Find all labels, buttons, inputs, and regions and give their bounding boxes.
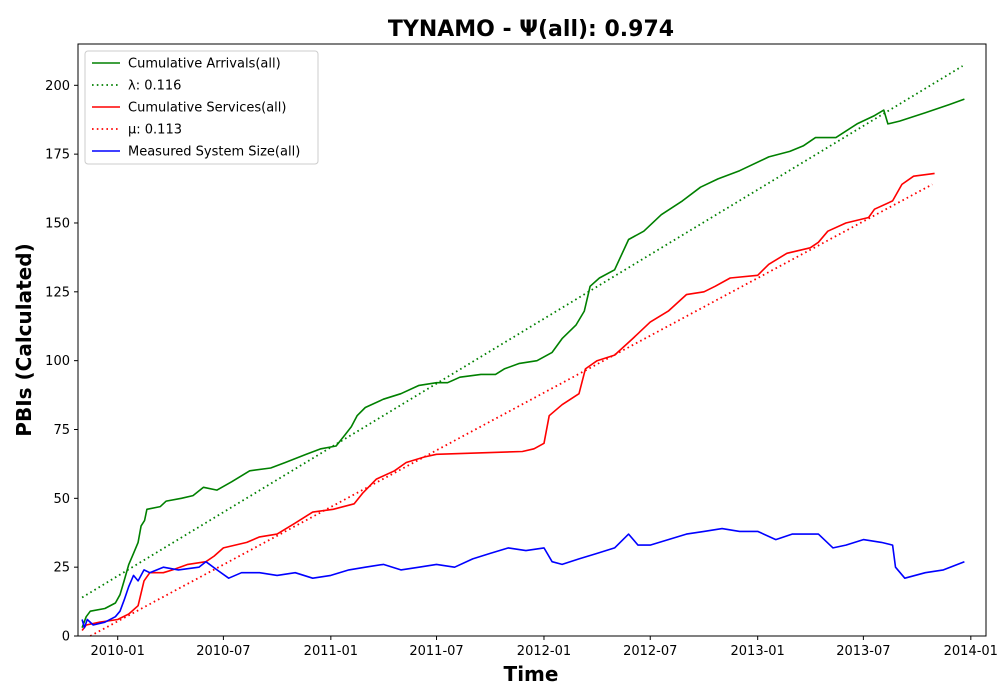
x-axis: 2010-01 2010-07 2011-01 2011-07 2012-01 2012-… xyxy=(91,636,998,659)
y-tick-label-0: 0 xyxy=(62,630,70,645)
series-line-1 xyxy=(81,65,964,599)
x-axis-label: Time xyxy=(504,662,559,686)
series-line-4 xyxy=(81,527,965,629)
series-line-0 xyxy=(81,98,965,628)
y-tick-label-2: 50 xyxy=(53,492,70,507)
legend-label-4: Measured System Size(all) xyxy=(128,145,300,160)
y-tick-label-6: 150 xyxy=(45,216,70,231)
x-tick-label-8: 2014-01 xyxy=(944,644,998,659)
y-tick-label-3: 75 xyxy=(53,423,70,438)
legend-label-2: Cumulative Services(all) xyxy=(128,101,286,116)
y-tick-label-5: 125 xyxy=(45,285,70,300)
series-line-2 xyxy=(81,172,935,631)
y-tick-label-4: 100 xyxy=(45,354,70,369)
x-tick-label-4: 2012-01 xyxy=(517,644,571,659)
legend-label-3: μ: 0.113 xyxy=(128,123,182,138)
y-tick-label-7: 175 xyxy=(45,148,70,163)
series-layer xyxy=(81,65,965,637)
x-tick-label-2: 2011-01 xyxy=(304,644,358,659)
x-tick-label-3: 2011-07 xyxy=(409,644,463,659)
x-tick-label-0: 2010-01 xyxy=(91,644,145,659)
chart-title: TYNAMO - Ψ(all): 0.974 xyxy=(388,17,674,42)
legend: Cumulative Arrivals(all) λ: 0.116 Cumulati… xyxy=(84,50,319,165)
x-tick-label-6: 2013-01 xyxy=(731,644,785,659)
y-axis: 0 25 50 75 100 125 150 175 200 xyxy=(45,79,78,645)
x-tick-label-1: 2010-07 xyxy=(196,644,250,659)
y-axis-label: PBIs (Calculated) xyxy=(12,243,36,436)
legend-label-1: λ: 0.116 xyxy=(128,79,181,94)
x-tick-label-5: 2012-07 xyxy=(623,644,677,659)
series-line-3 xyxy=(89,183,933,637)
x-tick-label-7: 2013-07 xyxy=(836,644,890,659)
y-tick-label-1: 25 xyxy=(53,561,70,576)
y-tick-label-8: 200 xyxy=(45,79,70,94)
legend-box xyxy=(84,50,319,165)
plot-frame xyxy=(77,43,987,637)
legend-label-0: Cumulative Arrivals(all) xyxy=(128,57,281,72)
